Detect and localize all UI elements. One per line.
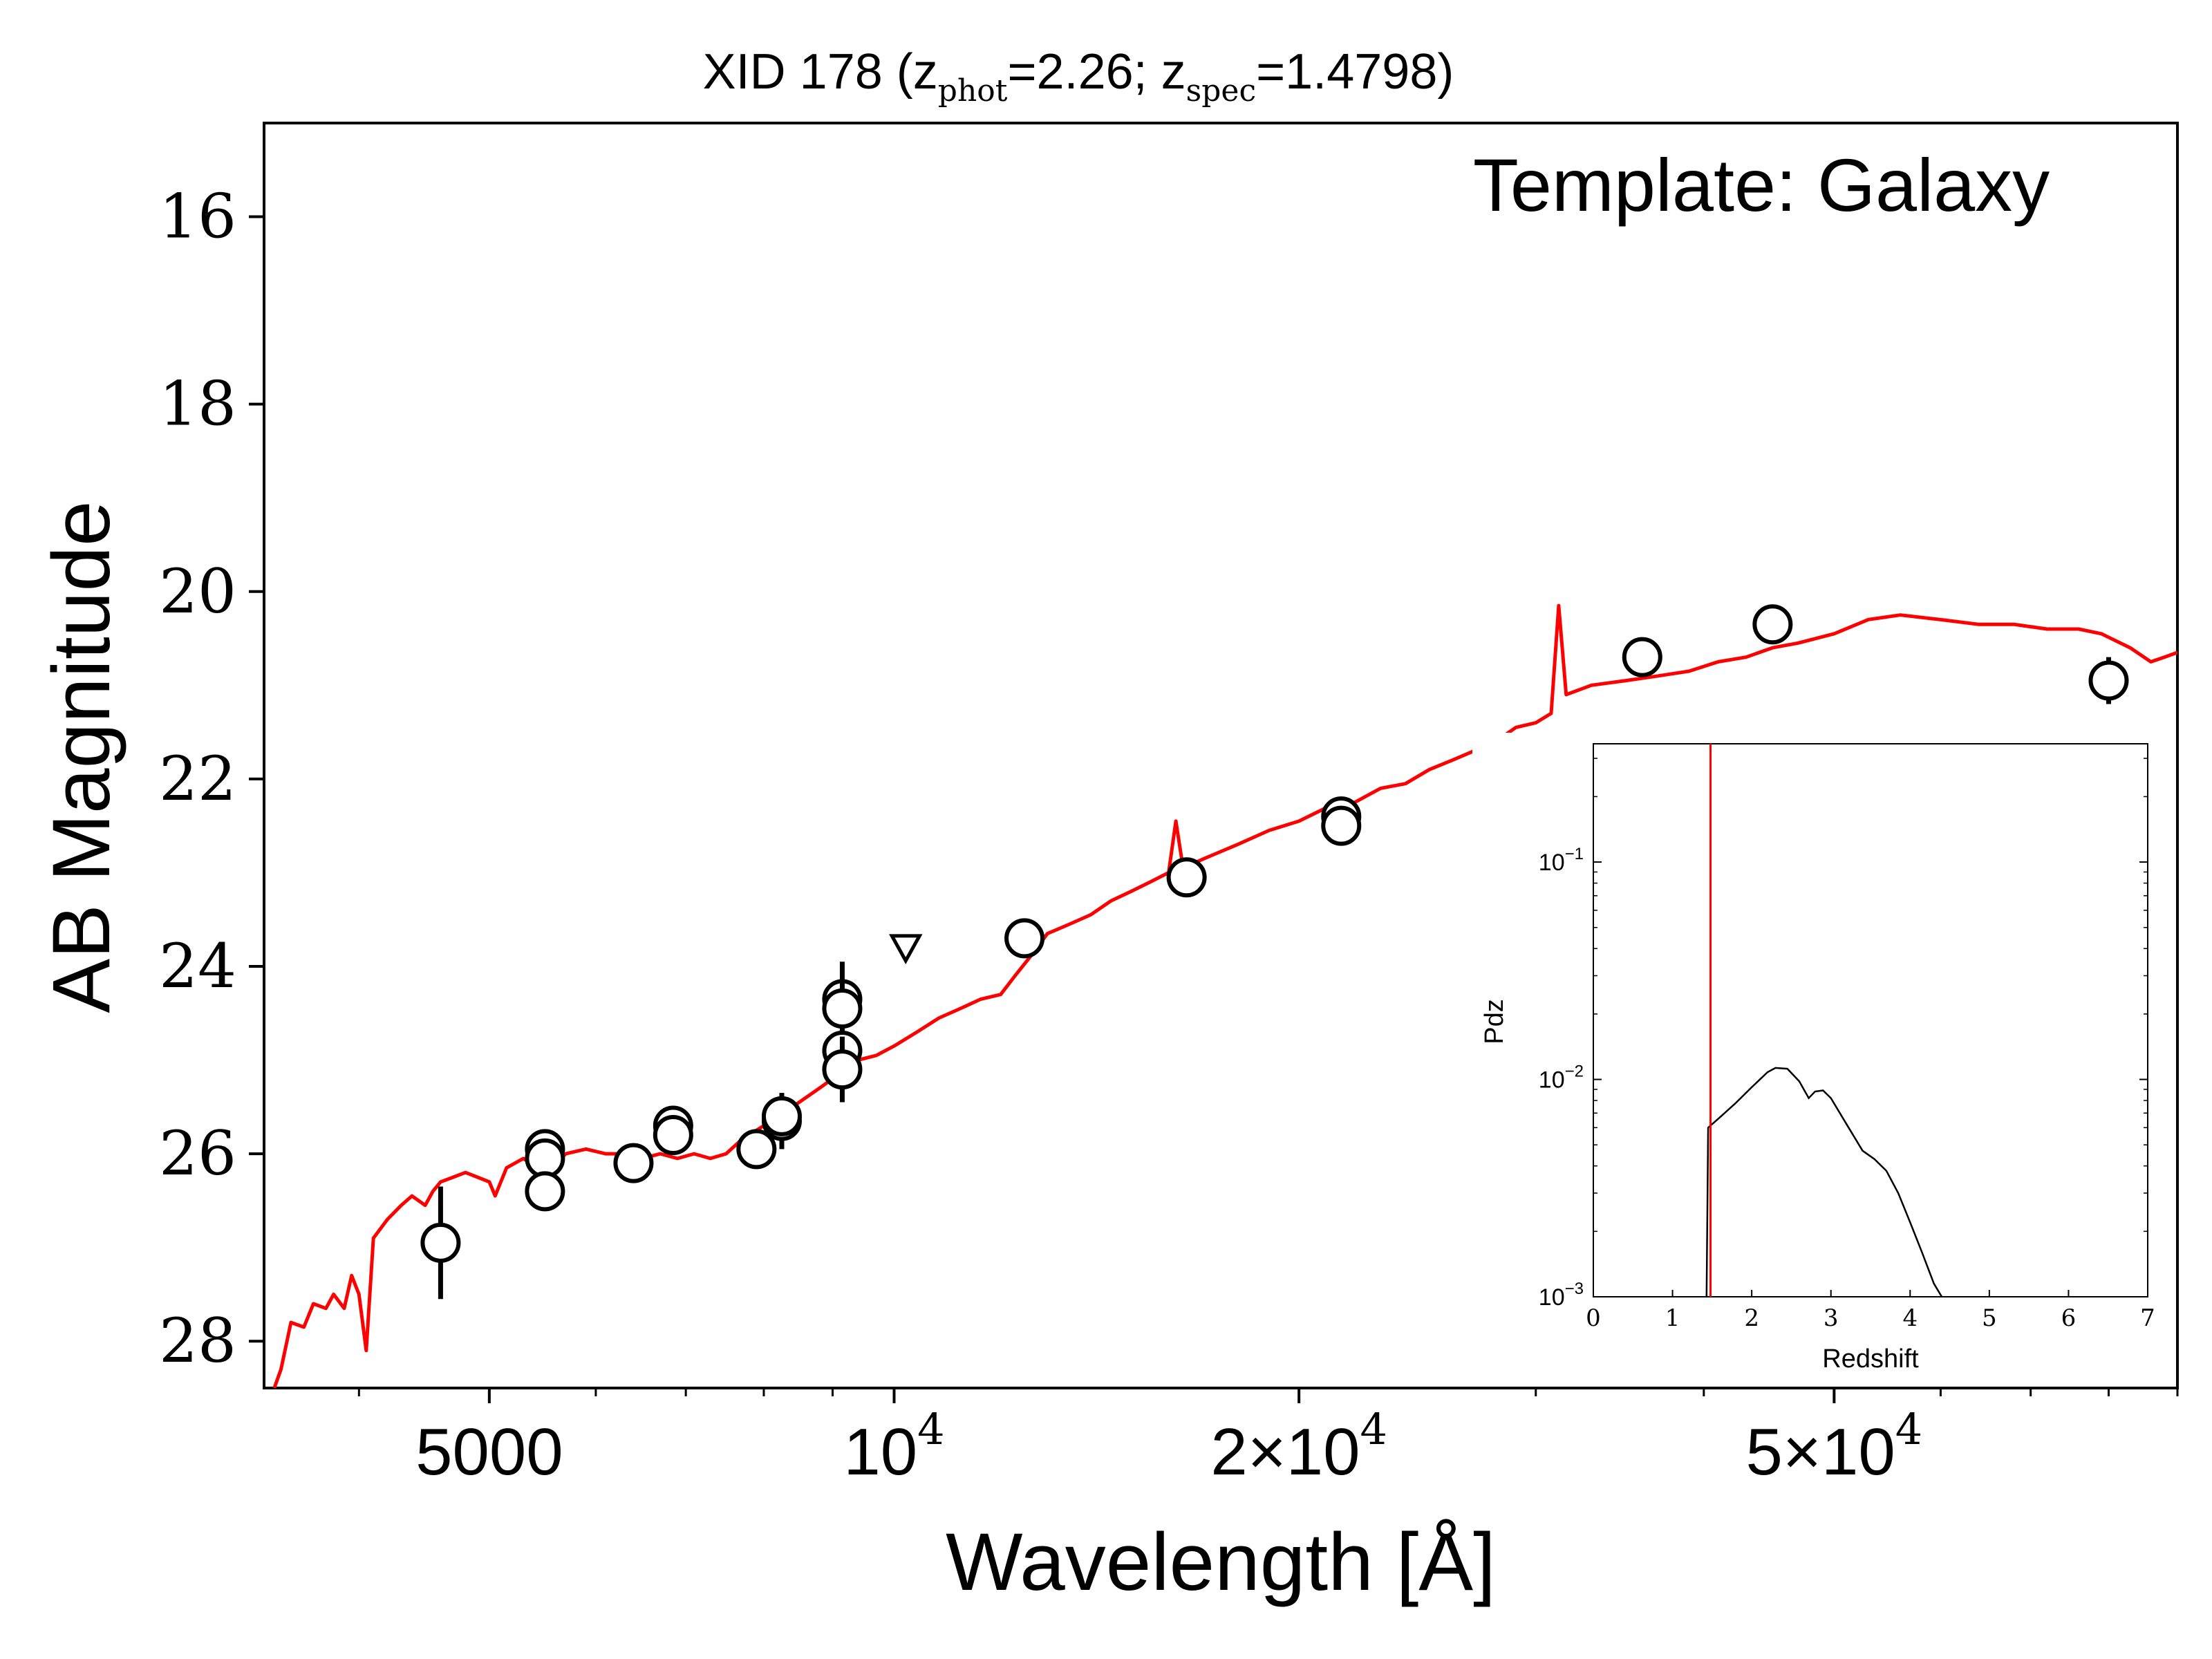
- photometry-point: [761, 1096, 802, 1136]
- template-label: Template: Galaxy: [1473, 143, 2050, 227]
- y-tick-label: 18: [159, 368, 236, 440]
- photometry-marker: [613, 1143, 654, 1183]
- x-axis-label: Wavelength [Å]: [946, 1517, 1496, 1608]
- photometry-point: [1752, 604, 1793, 645]
- photometry-point: [1166, 857, 1207, 898]
- y-tick-label: 22: [159, 743, 236, 814]
- photometry-marker: [761, 1096, 802, 1136]
- photometry-marker: [1321, 805, 1362, 846]
- model-sed-line: [272, 603, 2177, 1388]
- photometry-marker: [1004, 918, 1045, 959]
- photometry-marker: [822, 988, 863, 1029]
- pdz-line: [1705, 1067, 1943, 1297]
- x-tick-label: 5×104: [1746, 1404, 1923, 1489]
- photometry-point: [613, 1143, 654, 1183]
- inset-y-tick-label: 10−1: [1539, 845, 1584, 876]
- y-axis-label: AB Magnitude: [36, 500, 127, 1013]
- photometry-point: [525, 1138, 565, 1179]
- inset-x-axis-label: Redshift: [1822, 1344, 1919, 1374]
- inset-lines: [1705, 744, 1943, 1297]
- inset-x-tick-label: 4: [1902, 1304, 1918, 1332]
- y-tick-label: 24: [159, 930, 236, 1002]
- x-tick-label: 2×104: [1210, 1404, 1387, 1489]
- photometry-point: [736, 1129, 777, 1170]
- inset-y-tick-label: 10−2: [1539, 1062, 1584, 1094]
- chart-title: XID 178 (zphot=2.26; zspec=1.4798): [703, 44, 1454, 109]
- photometry-point: [525, 1171, 565, 1212]
- inset-x-tick-label: 2: [1744, 1304, 1759, 1332]
- photometry-point: [653, 1115, 693, 1155]
- photometry-marker: [420, 1222, 461, 1263]
- photometry-point: [1321, 805, 1362, 846]
- inset-x-tick-label: 6: [2061, 1304, 2077, 1332]
- photometry-marker: [1752, 604, 1793, 645]
- x-tick-label: 104: [843, 1404, 944, 1489]
- y-tick-label: 26: [159, 1118, 236, 1189]
- x-tick-label: 5000: [415, 1415, 563, 1489]
- inset-x-tick-label: 3: [1824, 1304, 1839, 1332]
- photometry-marker: [1166, 857, 1207, 898]
- photometry-marker: [822, 1049, 863, 1090]
- model-sed-series: [272, 603, 2177, 1388]
- photometry-marker: [2088, 660, 2129, 701]
- inset-axes-frame: [1593, 743, 2148, 1297]
- inset-x-tick-label: 0: [1586, 1304, 1601, 1332]
- inset-background: [1472, 733, 2176, 1387]
- inset-axis-ticks: 0 1 2 3 4 5 6 7 10−1 10−2 10−3: [1539, 758, 2155, 1332]
- photometry-point: [420, 1186, 461, 1300]
- photometry-point: [822, 1036, 863, 1103]
- y-tick-label: 28: [159, 1305, 236, 1376]
- inset-y-tick-label: 10−3: [1539, 1280, 1584, 1311]
- title-subscript-spec: spec: [1186, 73, 1256, 109]
- photometry-marker: [525, 1138, 565, 1179]
- photometry-marker: [525, 1171, 565, 1212]
- y-tick-label: 16: [159, 181, 236, 252]
- y-tick-label: 20: [159, 556, 236, 627]
- inset-x-tick-label: 1: [1665, 1304, 1680, 1332]
- photometry-marker: [736, 1129, 777, 1170]
- photometry-point: [1622, 637, 1662, 677]
- pdz-inset: 0 1 2 3 4 5 6 7 10−1 10−2 10−3 Redshift Pdz: [1472, 733, 2176, 1387]
- photometry-marker: [653, 1115, 693, 1155]
- photometry-point: [1004, 918, 1045, 959]
- photometry-marker: [1622, 637, 1662, 677]
- title-subscript-phot: phot: [938, 73, 1008, 109]
- inset-y-axis-label: Pdz: [1480, 999, 1509, 1044]
- upper-limit-marker: [888, 934, 923, 965]
- inset-x-tick-label: 7: [2140, 1304, 2155, 1332]
- inset-x-tick-label: 5: [1982, 1304, 1997, 1332]
- photometry-point: [2088, 657, 2129, 704]
- main-axes-frame: [263, 122, 2179, 1389]
- photometry-series: [420, 604, 2129, 1300]
